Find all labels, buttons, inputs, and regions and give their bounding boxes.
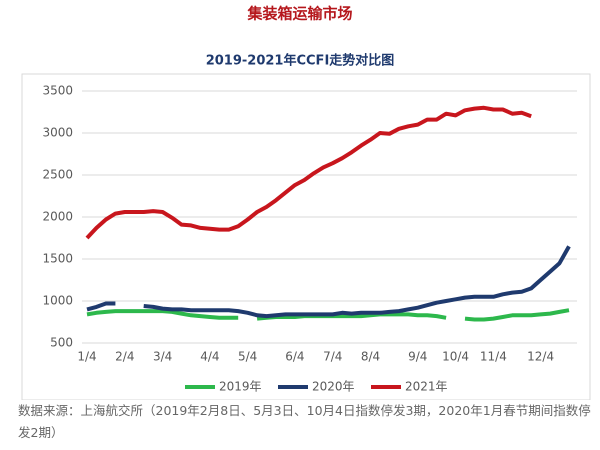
x-tick-label: 11/4 (480, 350, 507, 364)
y-tick-label: 2000 (42, 210, 73, 224)
series-line (256, 312, 447, 321)
series-line (85, 105, 532, 240)
legend-label: 2020年 (312, 380, 355, 394)
x-tick-label: 4/4 (200, 350, 219, 364)
x-tick-label: 10/4 (442, 350, 469, 364)
series-line (86, 309, 239, 320)
x-tick-label: 2/4 (115, 350, 134, 364)
page-title: 集装箱运输市场 (246, 5, 352, 23)
legend-label: 2021年 (405, 380, 448, 394)
x-tick-label: 5/4 (238, 350, 257, 364)
series-line (464, 308, 570, 322)
x-tick-label: 1/4 (77, 350, 96, 364)
chart: 集装箱运输市场 2019-2021年CCFI走势对比图 500 1000 1500 2… (21, 5, 591, 400)
x-tick-label: 3/4 (153, 350, 172, 364)
x-tick-label: 6/4 (285, 350, 304, 364)
y-tick-label: 1500 (42, 252, 73, 266)
x-tick-label: 8/4 (361, 350, 380, 364)
y-tick-label: 3500 (42, 84, 73, 98)
y-tick-label: 1000 (42, 294, 73, 308)
chart-frame (21, 73, 591, 400)
x-tick-label: 9/4 (408, 350, 427, 364)
y-tick-label: 500 (50, 336, 73, 350)
x-tick-label: 12/4 (527, 350, 554, 364)
series-line (86, 301, 116, 312)
chart-title: 2019-2021年CCFI走势对比图 (206, 53, 395, 69)
y-tick-label: 3000 (42, 126, 73, 140)
y-tick-label: 2500 (42, 168, 73, 182)
series-line (143, 245, 571, 319)
legend-label: 2019年 (219, 380, 262, 394)
footnote: 数据来源：上海航交所（2019年2月8日、5月3日、10月4日指数停发3期，20… (18, 403, 591, 440)
x-tick-label: 7/4 (323, 350, 342, 364)
